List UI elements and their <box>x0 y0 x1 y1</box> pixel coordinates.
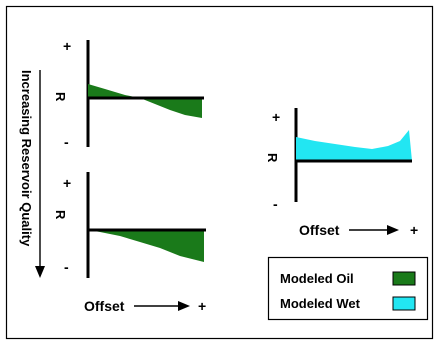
arrow-right-icon <box>349 225 399 235</box>
x-axis-plus-label: + <box>198 298 206 314</box>
x-axis-label: Offset <box>299 222 340 238</box>
arrow-right-icon <box>134 301 190 311</box>
legend: Modeled Oil Modeled Wet <box>267 256 429 321</box>
oil-response-positive <box>88 84 140 98</box>
y-plus-label: + <box>272 109 280 125</box>
arrow-down-icon <box>35 70 45 278</box>
y-axis-label: R <box>53 210 68 220</box>
panel-top-left: + R - <box>53 38 204 150</box>
x-axis-left: Offset + <box>84 298 206 314</box>
y-axis-label: R <box>265 153 280 163</box>
wet-response-positive <box>296 130 412 161</box>
x-axis-plus-label: + <box>410 222 418 238</box>
legend-label-wet: Modeled Wet <box>280 296 361 311</box>
side-label: Increasing Reservoir Quality <box>19 70 34 247</box>
y-plus-label: + <box>63 38 71 54</box>
y-minus-label: - <box>64 259 69 275</box>
y-minus-label: - <box>64 134 69 150</box>
y-plus-label: + <box>63 175 71 191</box>
x-axis-label: Offset <box>84 298 125 314</box>
legend-swatch-oil <box>392 271 416 286</box>
legend-label-oil: Modeled Oil <box>280 271 354 286</box>
panel-right: + R - <box>265 108 412 212</box>
panel-bottom-left: + R - <box>53 172 206 278</box>
x-axis-right: Offset + <box>299 222 418 238</box>
y-minus-label: - <box>273 196 278 212</box>
y-axis-label: R <box>53 92 68 102</box>
legend-swatch-wet <box>392 296 416 311</box>
oil-response-negative <box>88 230 204 262</box>
oil-response-negative <box>140 98 202 118</box>
